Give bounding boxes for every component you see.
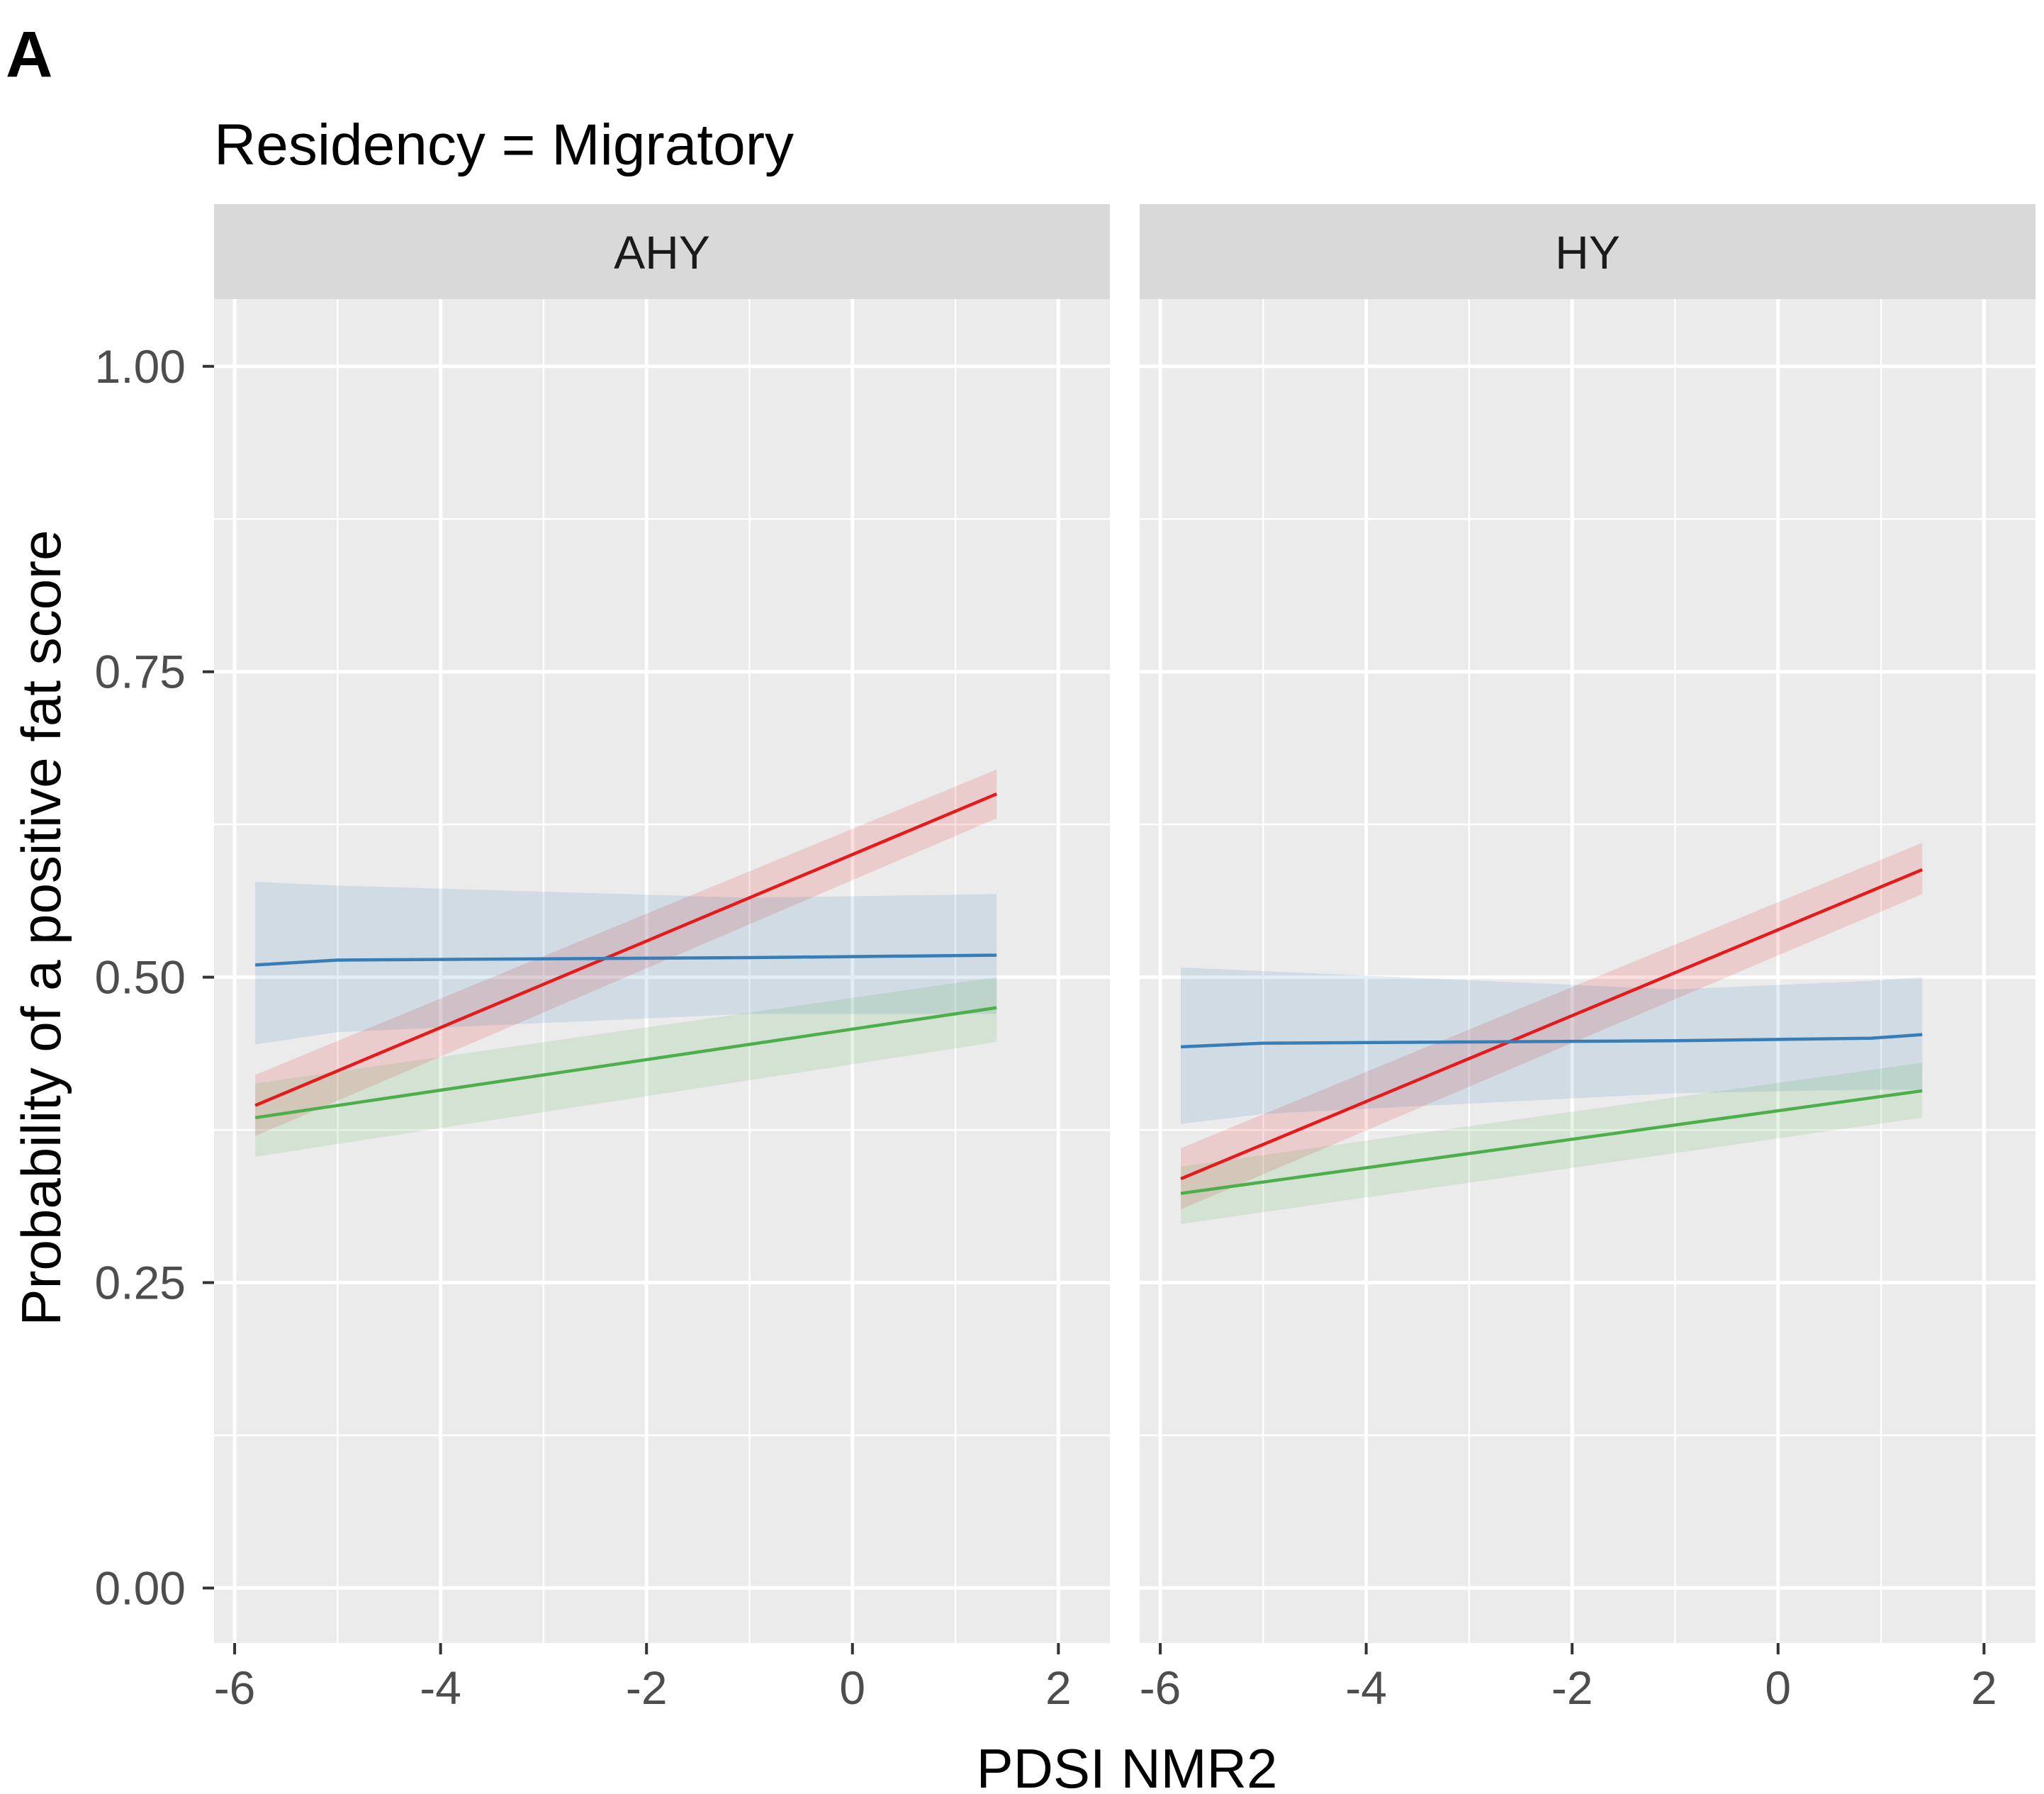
ribbon-red-hy bbox=[1181, 843, 1923, 1210]
x-tick-label: 2 bbox=[1971, 1661, 1997, 1714]
x-tick-label: 2 bbox=[1045, 1661, 1072, 1714]
x-tick-label: 0 bbox=[1765, 1661, 1791, 1714]
facet-strip-label: AHY bbox=[614, 226, 710, 279]
ribbon-blue-hy bbox=[1181, 967, 1923, 1124]
x-tick-label: -2 bbox=[1551, 1661, 1593, 1714]
ribbon-red-ahy bbox=[255, 769, 997, 1136]
x-axis-label: PDSI NMR2 bbox=[977, 1737, 1278, 1794]
x-tick-label: 0 bbox=[839, 1661, 865, 1714]
line-green-ahy bbox=[254, 1006, 997, 1120]
line-green-hy bbox=[1180, 1089, 1923, 1195]
x-tick-label: -2 bbox=[626, 1661, 668, 1714]
line-red-hy bbox=[1180, 868, 1924, 1181]
x-tick-label: -4 bbox=[420, 1661, 461, 1714]
y-tick-label: 0.25 bbox=[95, 1257, 186, 1309]
panel-background bbox=[1140, 299, 2035, 1643]
y-axis: 0.00 0.25 0.50 0.75 1.00 bbox=[95, 340, 214, 1614]
x-tick-label: -6 bbox=[1140, 1661, 1181, 1714]
facet-hy: HY -6 -4 -2 0 2 bbox=[1140, 204, 2035, 1714]
facet-strip bbox=[214, 204, 1110, 299]
x-tick-label: -6 bbox=[214, 1661, 256, 1714]
panel-background bbox=[214, 299, 1110, 1643]
chart-title: Residency = Migratory bbox=[214, 113, 794, 177]
facet-strip-label: HY bbox=[1555, 226, 1620, 279]
y-axis-label: Probability of a positive fat score bbox=[10, 530, 72, 1326]
y-tick-label: 1.00 bbox=[95, 340, 186, 393]
y-tick-label: 0.00 bbox=[95, 1562, 186, 1614]
x-tick-label: -4 bbox=[1345, 1661, 1387, 1714]
ribbon-blue-ahy bbox=[255, 882, 997, 1045]
y-tick-label: 0.50 bbox=[95, 951, 186, 1004]
panel-letter: A bbox=[6, 18, 52, 91]
facet-ahy: AHY -6 -4 -2 0 2 bbox=[214, 204, 1110, 1714]
facet-strip bbox=[1140, 204, 2035, 299]
line-red-ahy bbox=[254, 792, 998, 1107]
y-tick-label: 0.75 bbox=[95, 646, 186, 698]
line-blue-hy bbox=[1181, 1033, 1923, 1049]
line-blue-ahy bbox=[254, 953, 997, 967]
ribbon-green-ahy bbox=[255, 977, 997, 1157]
